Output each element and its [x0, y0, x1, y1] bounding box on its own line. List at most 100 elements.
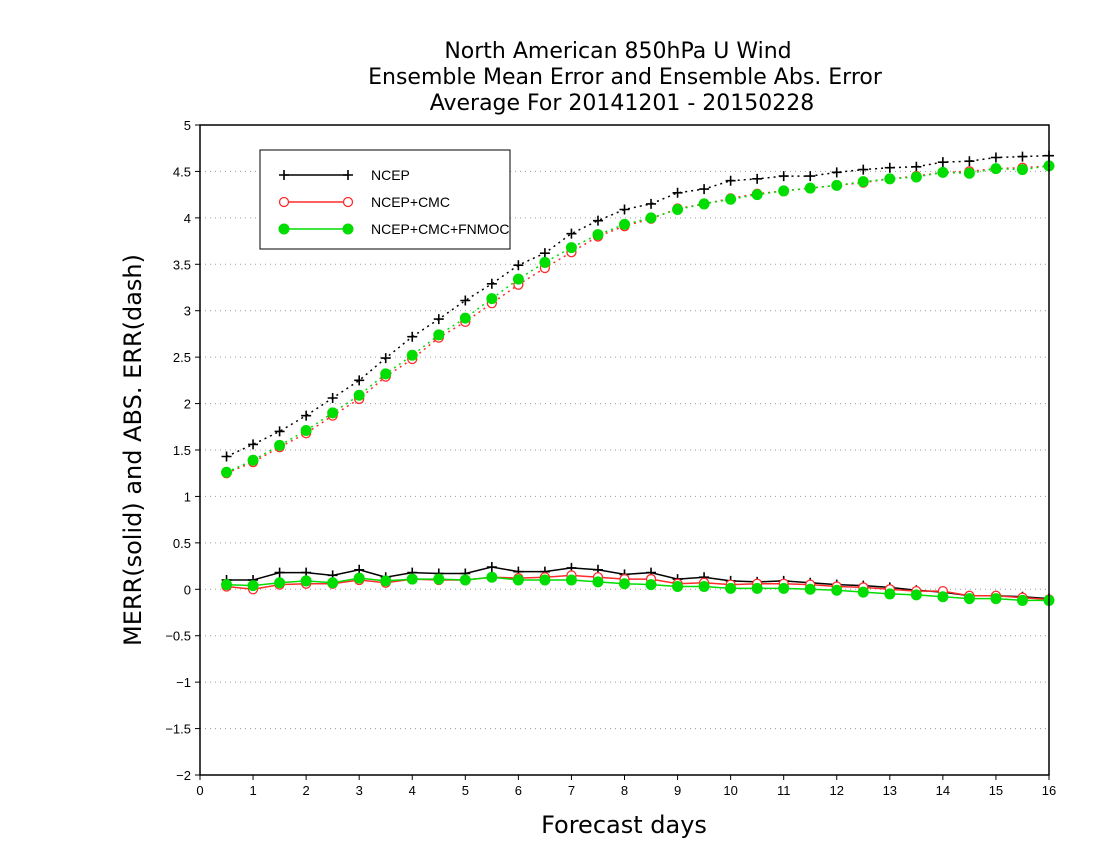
point-abs-err-ncep [354, 375, 365, 386]
point-abs-err-ncep-cmc-fnmoc [433, 329, 445, 341]
x-tick-label: 15 [989, 783, 1003, 798]
point-abs-err-ncep-cmc-fnmoc [725, 193, 737, 205]
point-abs-err-ncep [990, 152, 1001, 163]
point-abs-err-ncep-cmc-fnmoc [698, 198, 710, 210]
point-abs-err-ncep-cmc-fnmoc [619, 218, 630, 230]
x-tick-label: 3 [356, 783, 363, 798]
legend-marker-ncep-cmc [278, 196, 290, 208]
y-tick-label: 1 [184, 489, 191, 504]
legend-label-ncep-cmc: NCEP+CMC [371, 194, 450, 210]
point-merr-ncep-cmc-fnmoc [831, 584, 843, 596]
point-abs-err-ncep [937, 157, 948, 168]
point-merr-ncep-cmc-fnmoc [645, 579, 657, 591]
x-tick-label: 2 [303, 783, 310, 798]
y-tick-label: 2.5 [173, 350, 191, 365]
point-merr-ncep-cmc-fnmoc [327, 577, 339, 589]
y-tick-label: −2 [176, 768, 191, 783]
data-series [221, 150, 1055, 606]
x-tick-label: 7 [568, 783, 575, 798]
point-abs-err-ncep-cmc-fnmoc [857, 176, 869, 188]
point-abs-err-ncep-cmc-fnmoc [592, 229, 604, 241]
point-abs-err-ncep [486, 278, 497, 289]
x-axis-title: Forecast days [541, 811, 707, 839]
point-abs-err-ncep-cmc-fnmoc [539, 256, 551, 268]
x-tick-label: 6 [515, 783, 522, 798]
point-abs-err-ncep-cmc-fnmoc [831, 179, 843, 191]
point-merr-ncep-cmc-fnmoc [512, 574, 524, 586]
point-merr-ncep-cmc-fnmoc [539, 574, 551, 586]
y-tick-label: −1.5 [165, 722, 191, 737]
legend-label-ncep-cmc-fnmoc: NCEP+CMC+FNMOC [371, 221, 509, 237]
point-merr-ncep [274, 567, 285, 578]
point-abs-err-ncep-cmc-fnmoc [910, 171, 922, 183]
legend-marker-ncep [279, 170, 289, 180]
point-merr-ncep-cmc-fnmoc [910, 589, 922, 601]
point-abs-err-ncep [248, 439, 259, 450]
point-abs-err-ncep [539, 248, 550, 259]
point-abs-err-ncep [805, 171, 816, 182]
y-tick-label: 0 [184, 582, 191, 597]
x-tick-label: 1 [249, 783, 256, 798]
legend-marker-ncep-cmc [342, 196, 354, 208]
y-tick-label: 4 [184, 211, 191, 226]
point-abs-err-ncep-cmc-fnmoc [300, 425, 312, 436]
point-merr-ncep-cmc-fnmoc [1016, 594, 1028, 606]
point-abs-err-ncep [752, 173, 763, 184]
point-abs-err-ncep-cmc-fnmoc [406, 349, 418, 361]
point-merr-ncep-cmc-fnmoc [725, 582, 737, 594]
title-line-1: North American 850hPa U Wind [444, 39, 791, 64]
point-abs-err-ncep [699, 184, 710, 195]
point-abs-err-ncep [911, 161, 922, 172]
y-tick-label: −0.5 [165, 629, 191, 644]
point-abs-err-ncep [1017, 151, 1028, 162]
grid-lines [200, 170, 1049, 730]
point-abs-err-ncep [964, 156, 975, 167]
point-abs-err-ncep-cmc-fnmoc [1016, 164, 1028, 176]
y-axis-ticks: −2 −1.5 −1 −0.5 0 0.5 1 1.5 2 2.5 3 3.5 4 4.5 5 [165, 118, 200, 783]
point-abs-err-ncep [858, 164, 869, 175]
point-merr-ncep-cmc-fnmoc [698, 581, 710, 592]
point-merr-ncep-cmc-fnmoc [990, 593, 1002, 605]
point-abs-err-ncep [513, 260, 524, 271]
x-tick-label: 16 [1042, 783, 1056, 798]
point-abs-err-ncep [460, 295, 471, 306]
legend-marker-ncep-cmc-fnmoc [342, 223, 354, 235]
title-line-2: Ensemble Mean Error and Ensemble Abs. Er… [368, 65, 883, 90]
point-merr-ncep-cmc-fnmoc [459, 574, 471, 586]
point-abs-err-ncep-cmc-fnmoc [353, 389, 365, 401]
y-tick-label: −1 [176, 675, 191, 690]
point-abs-err-ncep [433, 314, 444, 325]
point-abs-err-ncep-cmc-fnmoc [380, 368, 392, 380]
point-abs-err-ncep-cmc-fnmoc [937, 166, 949, 178]
point-abs-err-ncep [327, 393, 338, 403]
point-abs-err-ncep-cmc-fnmoc [512, 273, 524, 285]
point-merr-ncep-cmc-fnmoc [565, 574, 577, 586]
point-merr-ncep-cmc-fnmoc [433, 573, 445, 585]
x-tick-label: 4 [409, 783, 416, 798]
point-abs-err-ncep [619, 204, 630, 215]
point-abs-err-ncep-cmc-fnmoc [751, 189, 763, 201]
point-abs-err-ncep [725, 175, 736, 186]
y-tick-label: 1.5 [173, 443, 191, 458]
point-merr-ncep-cmc-fnmoc [486, 571, 498, 583]
x-tick-label: 8 [621, 783, 628, 798]
point-merr-ncep-cmc-fnmoc [274, 577, 286, 589]
point-abs-err-ncep [831, 167, 842, 178]
x-axis-ticks: 0 1 2 3 4 5 6 7 8 9 10 11 12 13 14 15 16 [196, 775, 1056, 798]
point-abs-err-ncep [566, 228, 577, 239]
point-abs-err-ncep [380, 353, 391, 364]
point-merr-ncep-cmc-fnmoc [619, 578, 630, 590]
point-abs-err-ncep [274, 426, 285, 437]
y-tick-label: 5 [184, 118, 191, 133]
point-abs-err-ncep [301, 410, 312, 421]
x-tick-label: 9 [674, 783, 681, 798]
point-merr-ncep-cmc-fnmoc [857, 586, 869, 598]
series-line-merr-ncep [226, 566, 1050, 600]
point-merr-ncep [486, 562, 497, 572]
x-tick-label: 5 [462, 783, 469, 798]
point-abs-err-ncep-cmc-fnmoc [778, 185, 790, 197]
x-tick-label: 13 [883, 783, 897, 798]
legend-label-ncep: NCEP [371, 167, 410, 183]
point-abs-err-ncep [592, 215, 603, 226]
point-abs-err-ncep-cmc-fnmoc [804, 182, 816, 194]
